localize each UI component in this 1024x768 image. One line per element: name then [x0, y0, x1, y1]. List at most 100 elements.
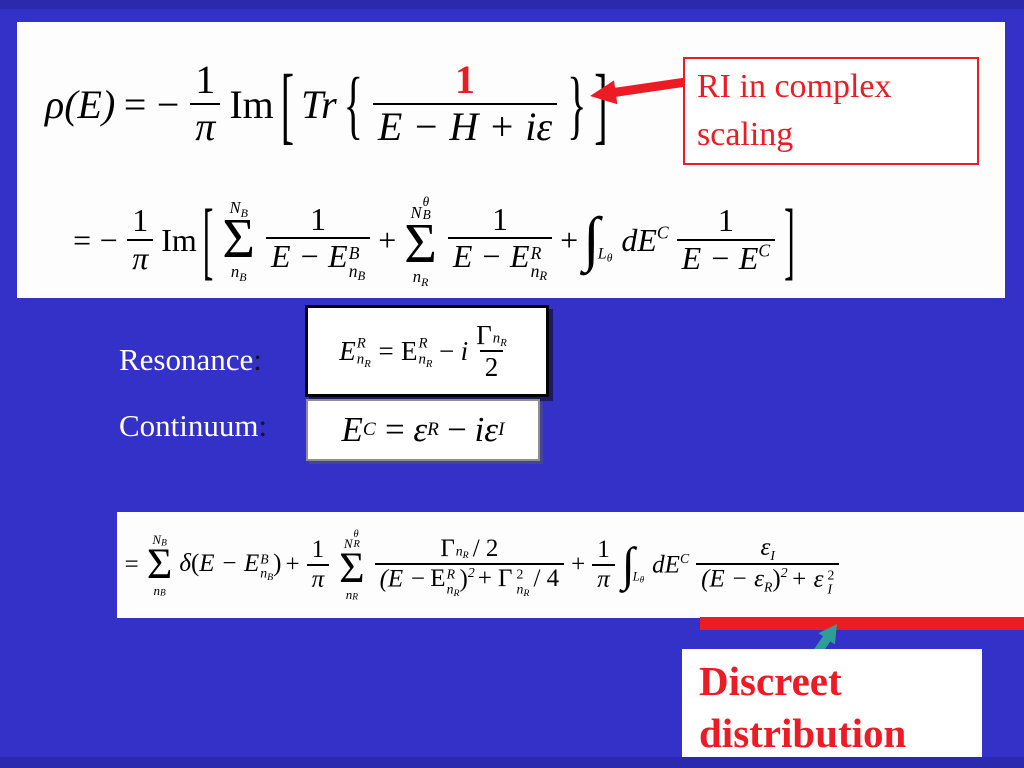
math-token: θ: [639, 574, 645, 584]
math-token: =: [382, 410, 407, 449]
math-token: =: [376, 335, 395, 366]
math-token: ρ(E): [45, 81, 116, 127]
math-token: C: [362, 419, 376, 440]
ri-callout-box: RI in complex scaling: [683, 57, 979, 165]
math-token: R: [530, 242, 542, 263]
math-token: ε: [760, 534, 771, 562]
discreet-distribution-callout: Discreet distribution: [682, 649, 982, 757]
math-token: R: [500, 337, 507, 350]
math-token: R: [353, 538, 360, 550]
math-token: n: [348, 260, 358, 281]
math-token: / 2: [472, 534, 499, 562]
math-token: θ: [422, 193, 430, 209]
math-token: n: [418, 351, 426, 368]
math-token: B: [260, 551, 269, 567]
math-token: n: [492, 330, 501, 347]
resonance-label-text: Resonance: [119, 342, 254, 377]
ri-callout-line1: RI in complex: [697, 68, 892, 105]
math-token: Im: [229, 81, 274, 127]
math-token: n: [446, 581, 454, 597]
math-token: n: [153, 582, 161, 598]
math-token: R: [453, 587, 460, 599]
math-token: N: [343, 536, 353, 552]
continuum-label-text: Continuum: [119, 408, 259, 443]
math-token: B: [240, 206, 248, 221]
math-token: I: [827, 581, 833, 597]
math-token: + Γ: [477, 565, 513, 593]
math-token: C: [758, 240, 771, 261]
math-token: N: [229, 197, 241, 217]
right-brace: }: [567, 61, 587, 147]
top-border-strip: [0, 0, 1024, 9]
left-bracket: [: [280, 55, 295, 153]
math-token: 1: [491, 200, 508, 237]
math-token: E − E: [199, 550, 260, 578]
math-token: 1: [195, 57, 216, 103]
math-token: 1: [597, 536, 610, 563]
math-token: E: [430, 565, 446, 593]
fraction-one-over-pi: 1 π: [127, 202, 154, 277]
math-token: R: [462, 549, 469, 561]
left-bracket: [: [202, 190, 214, 288]
math-token: R: [523, 587, 530, 599]
fraction-one-over-pi: 1 π: [306, 536, 330, 594]
math-token: E − E: [681, 240, 759, 276]
math-token: E − EC: [676, 239, 776, 277]
math-token: dE: [652, 551, 680, 579]
math-token: E − H + iε: [372, 103, 558, 150]
contour-integral: ∫ Lθ: [583, 209, 616, 269]
math-token: N: [410, 202, 422, 222]
math-token: n: [516, 581, 524, 597]
right-bracket: ]: [594, 55, 608, 153]
math-token: + ε: [790, 566, 824, 594]
math-token: 2: [827, 567, 835, 583]
math-token: =: [121, 81, 149, 127]
math-token: π: [127, 239, 154, 277]
discreet-line1: Discreet: [699, 658, 842, 704]
math-token: −: [97, 221, 120, 258]
math-token: B: [160, 588, 166, 599]
math-token: B: [267, 572, 274, 584]
math-token: n: [356, 351, 365, 368]
math-token: B: [161, 538, 167, 549]
plus-sign: +: [285, 551, 300, 578]
math-token: (E −: [379, 565, 427, 593]
math-token: L: [632, 568, 640, 583]
continuum-label: Continuum:: [119, 408, 267, 444]
math-token: 1: [311, 536, 325, 563]
red-arrow: [590, 77, 687, 105]
bottom-border-strip: [0, 757, 1024, 768]
plus-sign: +: [378, 221, 397, 258]
plus-sign: +: [571, 551, 586, 578]
